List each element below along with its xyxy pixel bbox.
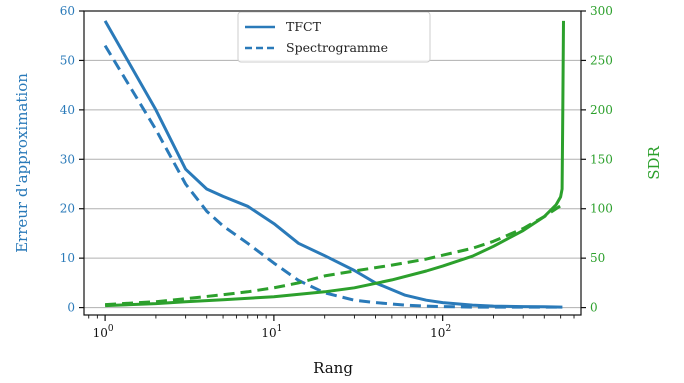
series-lines [103,20,565,309]
legend-box [237,11,431,63]
x-axis-label: Rang [313,359,353,377]
y-left-tick-label: 30 [60,152,75,166]
series-line [105,202,564,307]
x-tick-label: 101 [261,324,282,340]
y-left-tick-label: 50 [60,53,75,67]
axis-ticks: 0 10 20 30 40 50 60 0 50 100 150 200 250 300 100 101 102 [60,4,613,340]
y-right-tick-label: 300 [590,4,613,18]
y-right-tick-label: 50 [590,251,605,265]
y-right-tick-label: 250 [590,53,613,67]
y-right-tick-label: 150 [590,152,613,166]
y-right-tick-label: 0 [590,301,598,315]
legend-label: TFCT [286,19,322,34]
y-left-tick-label: 60 [60,4,75,18]
y-left-axis-label: Erreur d'approximation [13,73,31,253]
series-line [105,20,565,308]
y-left-tick-label: 20 [60,202,75,216]
legend: TFCT Spectrogramme [237,11,431,63]
y-right-tick-label: 200 [590,103,613,117]
series-line [103,44,563,309]
legend-label: Spectrogramme [286,40,388,55]
x-tick-label: 102 [430,324,451,340]
y-left-tick-label: 0 [67,301,75,315]
y-left-tick-label: 10 [60,251,75,265]
series-line [103,20,563,309]
y-left-tick-label: 40 [60,103,75,117]
plot-frame [83,10,582,316]
y-right-axis-label: SDR [645,146,663,180]
y-right-tick-label: 100 [590,202,613,216]
x-tick-label: 100 [93,324,114,340]
